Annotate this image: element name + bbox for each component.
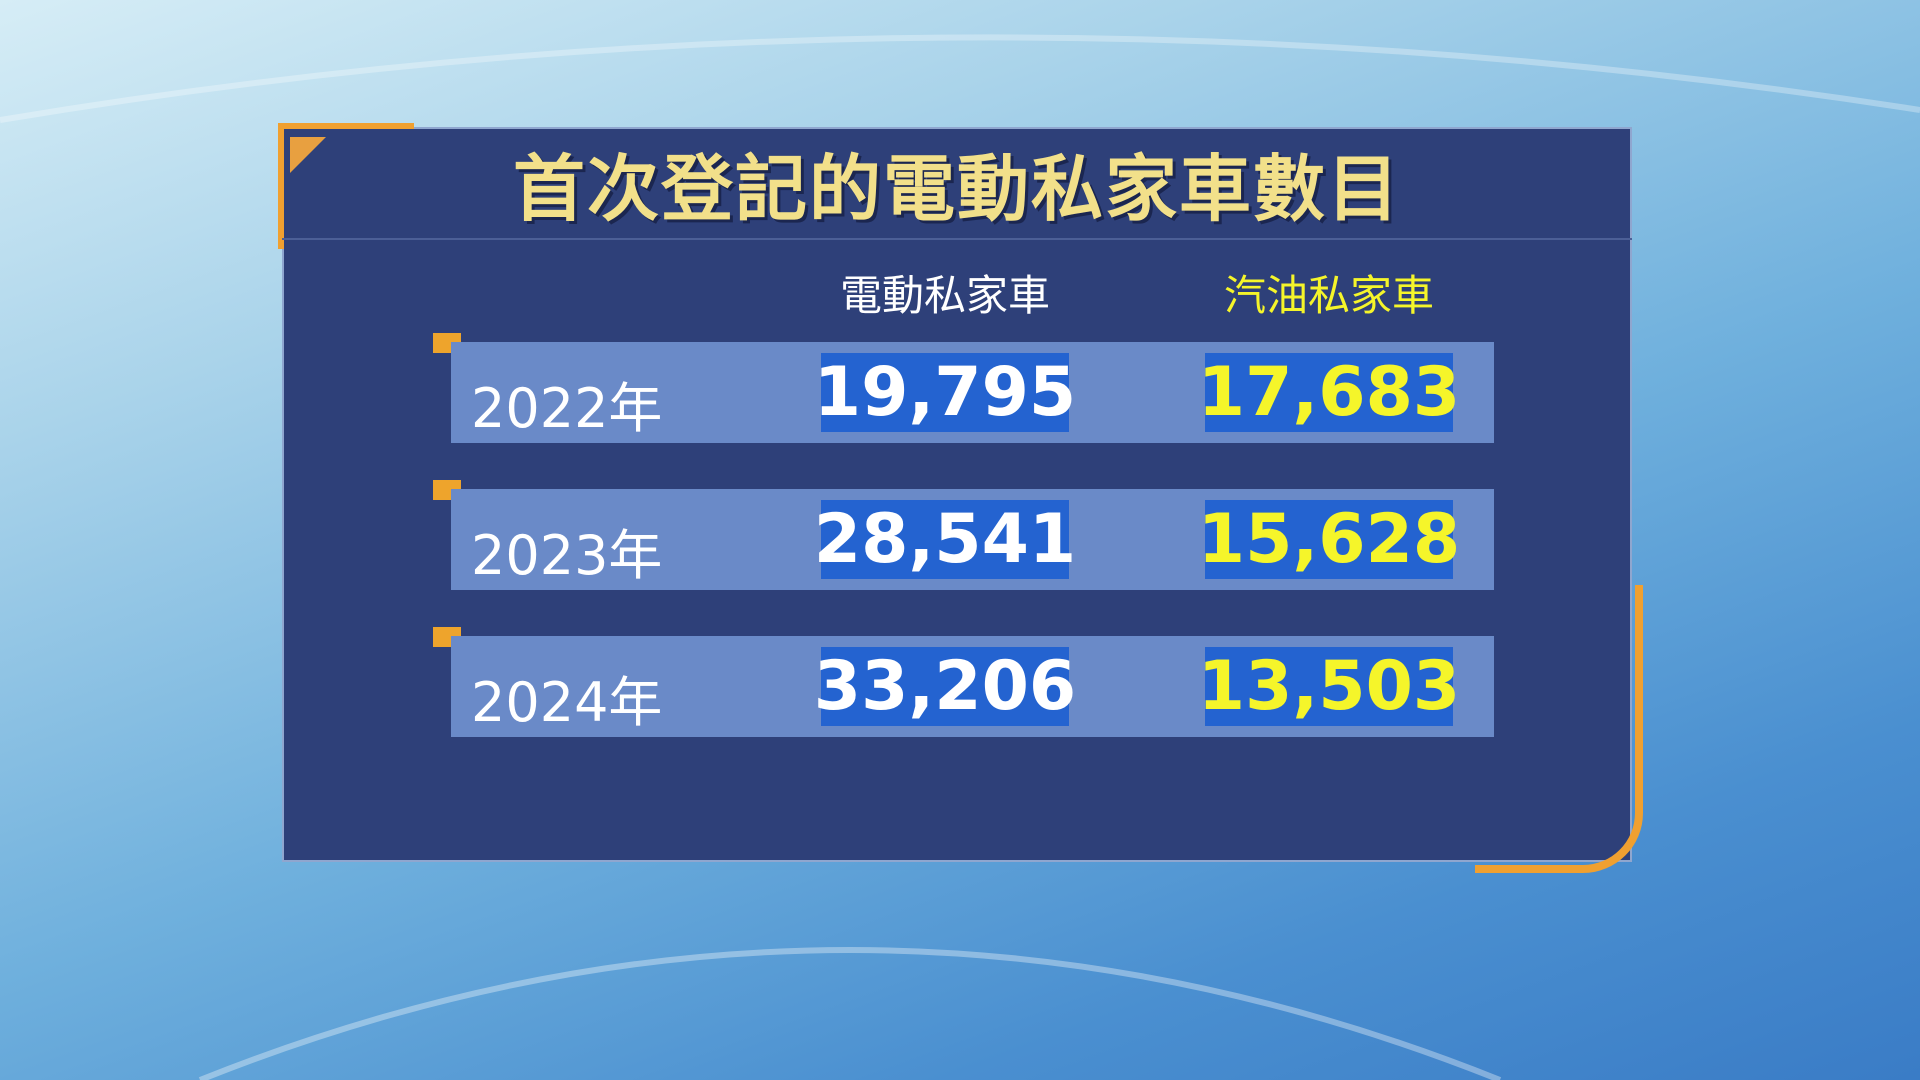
row-year: 2022年	[471, 377, 663, 440]
column-header-electric: 電動私家車	[839, 271, 1050, 320]
background-arc	[0, 34, 1920, 123]
petrol-value: 15,628	[1197, 500, 1461, 579]
title-bar: 首次登記的電動私家車數目	[282, 127, 1632, 240]
table-row: 2022年 19,795 17,683	[451, 342, 1494, 443]
column-header-petrol: 汽油私家車	[1223, 271, 1434, 320]
background-arc	[198, 947, 1502, 1080]
row-year: 2023年	[471, 524, 663, 587]
row-year: 2024年	[471, 671, 663, 734]
corner-triangle	[290, 137, 326, 173]
electric-value: 28,541	[813, 500, 1077, 579]
electric-value: 19,795	[813, 353, 1077, 432]
table-row: 2023年 28,541 15,628	[451, 489, 1494, 590]
petrol-value: 17,683	[1197, 353, 1461, 432]
page-title: 首次登記的電動私家車數目	[512, 147, 1401, 231]
petrol-value: 13,503	[1197, 647, 1461, 726]
table-row: 2024年 33,206 13,503	[451, 636, 1494, 737]
electric-value: 33,206	[813, 647, 1077, 726]
